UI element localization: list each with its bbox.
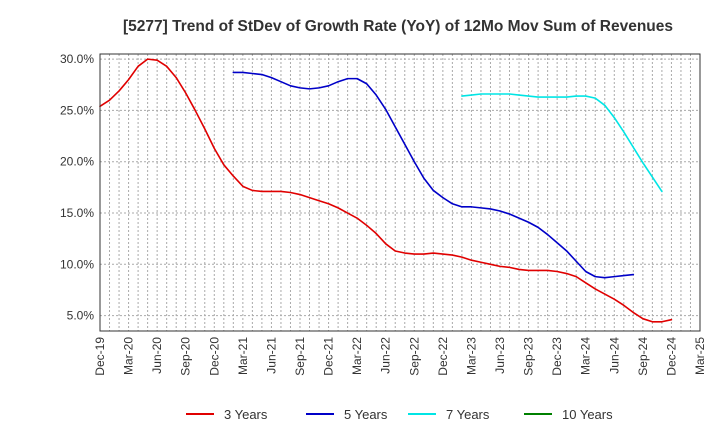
- x-tick-label: Sep-23: [522, 337, 536, 376]
- x-tick-label: Mar-22: [350, 337, 364, 375]
- x-tick-label: Mar-21: [236, 337, 250, 375]
- x-tick-label: Jun-24: [607, 337, 621, 374]
- x-tick-label: Jun-22: [379, 337, 393, 374]
- series-line-5-years: [232, 71, 635, 279]
- y-tick-label: 15.0%: [60, 206, 94, 220]
- x-tick-label: Sep-24: [636, 337, 650, 376]
- x-tick-label: Dec-24: [664, 337, 678, 376]
- x-tick-label: Mar-24: [579, 337, 593, 375]
- x-tick-label: Jun-21: [264, 337, 278, 374]
- legend-label-7-years: 7 Years: [446, 407, 490, 422]
- y-tick-label: 25.0%: [60, 103, 94, 117]
- plot-frame: [99, 53, 701, 332]
- series-line-7-years: [461, 93, 663, 193]
- series-line-3-years: [99, 58, 673, 323]
- legend-label-10-years: 10 Years: [562, 407, 613, 422]
- legend-label-3-years: 3 Years: [224, 407, 268, 422]
- x-tick-label: Mar-20: [122, 337, 136, 375]
- y-tick-label: 10.0%: [60, 257, 94, 271]
- x-tick-label: Mar-25: [693, 337, 707, 375]
- grid: [99, 54, 701, 331]
- x-tick-label: Sep-22: [407, 337, 421, 376]
- x-tick-label: Dec-21: [322, 337, 336, 376]
- x-tick-label: Sep-20: [179, 337, 193, 376]
- y-tick-label: 20.0%: [60, 155, 94, 169]
- x-tick-label: Jun-23: [493, 337, 507, 374]
- legend: 3 Years 5 Years 7 Years 10 Years: [186, 407, 613, 422]
- x-tick-labels: Dec-19 Mar-20 Jun-20 Sep-20 Dec-20 Mar-21 Jun-…: [93, 337, 707, 376]
- x-tick-label: Jun-20: [150, 337, 164, 374]
- series-lines: [99, 58, 673, 323]
- x-tick-label: Dec-20: [207, 337, 221, 376]
- y-tick-label: 30.0%: [60, 52, 94, 66]
- x-tick-label: Mar-23: [464, 337, 478, 375]
- x-tick-label: Dec-19: [93, 337, 107, 376]
- y-tick-labels: 5.0% 10.0% 15.0% 20.0% 25.0% 30.0%: [60, 52, 94, 322]
- x-tick-label: Sep-21: [293, 337, 307, 376]
- x-tick-label: Dec-23: [550, 337, 564, 376]
- chart-title: [5277] Trend of StDev of Growth Rate (Yo…: [123, 18, 673, 35]
- x-tick-label: Dec-22: [436, 337, 450, 376]
- legend-label-5-years: 5 Years: [344, 407, 388, 422]
- y-tick-label: 5.0%: [67, 309, 95, 323]
